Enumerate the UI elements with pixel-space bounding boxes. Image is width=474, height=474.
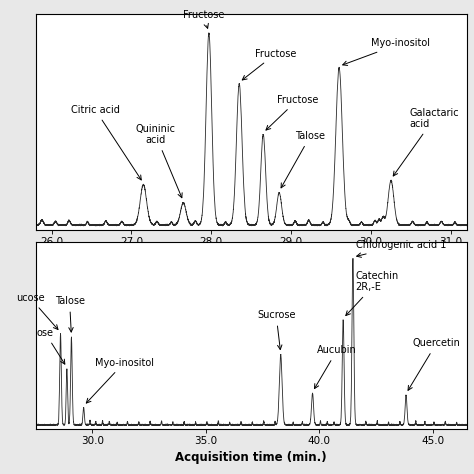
Text: ucose: ucose (16, 293, 58, 329)
Text: Myo-inositol: Myo-inositol (343, 38, 430, 65)
Text: Talose: Talose (281, 131, 325, 188)
Text: Catechin
2R,-E: Catechin 2R,-E (346, 271, 399, 316)
Text: Quininic
acid: Quininic acid (136, 124, 182, 198)
Text: ose: ose (36, 328, 65, 364)
Text: Myo-inositol: Myo-inositol (86, 358, 154, 403)
Text: Fructose: Fructose (182, 10, 224, 28)
Text: Fructose: Fructose (242, 48, 297, 80)
Text: Galactaric
acid: Galactaric acid (393, 108, 459, 176)
Text: Talose: Talose (55, 296, 84, 332)
Text: Sucrose: Sucrose (257, 310, 295, 349)
Text: Aucubin: Aucubin (314, 346, 357, 389)
Text: Fructose: Fructose (266, 95, 318, 130)
Text: Citric acid: Citric acid (71, 105, 141, 180)
X-axis label: Acquisition time (min.): Acquisition time (min.) (175, 451, 327, 465)
Text: Quercetin: Quercetin (408, 338, 460, 390)
Text: Chlorogenic acid 1: Chlorogenic acid 1 (356, 240, 446, 257)
